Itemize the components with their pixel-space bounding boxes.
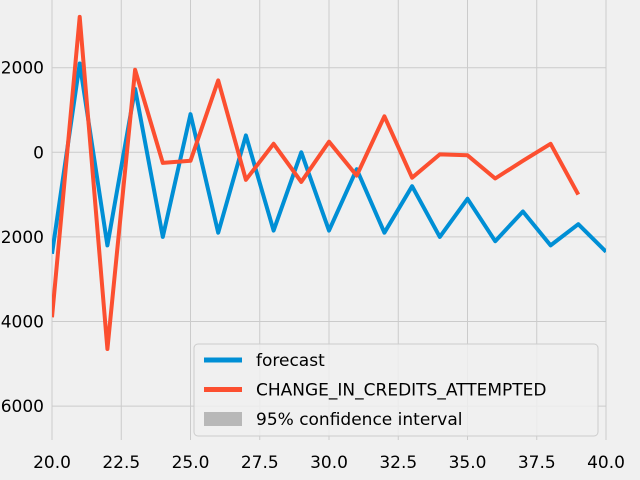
x-tick-label: 20.0: [33, 453, 71, 473]
x-tick-label: 40.0: [587, 453, 625, 473]
data-point: [50, 252, 54, 256]
data-point: [216, 231, 220, 235]
data-point: [244, 133, 248, 137]
data-point: [299, 180, 303, 184]
data-point: [410, 176, 414, 180]
data-point: [216, 78, 220, 82]
y-tick-label: 2000: [1, 228, 44, 248]
data-point: [576, 193, 580, 197]
x-axis-ticks: 20.0 22.5 25.0 27.5 30.0 32.5 35.0 37.5 40.0: [33, 453, 625, 473]
data-point: [382, 114, 386, 118]
data-point: [493, 239, 497, 243]
x-tick-label: 25.0: [172, 453, 210, 473]
data-point: [189, 112, 193, 116]
legend-label: forecast: [256, 351, 325, 371]
data-point: [78, 61, 82, 65]
data-point: [272, 142, 276, 146]
data-point: [549, 243, 553, 247]
legend-box: [193, 343, 599, 437]
data-point: [521, 159, 525, 163]
data-point: [521, 210, 525, 214]
series-line-forecast: [52, 61, 606, 255]
x-tick-label: 22.5: [102, 453, 140, 473]
series-group: [50, 14, 608, 351]
data-point: [133, 68, 137, 72]
y-tick-label: 6000: [1, 397, 44, 417]
data-point: [299, 150, 303, 154]
data-point: [604, 250, 608, 254]
data-point: [438, 152, 442, 156]
data-point: [466, 197, 470, 201]
data-point: [78, 15, 82, 19]
y-tick-label: 2000: [1, 59, 44, 79]
data-point: [327, 140, 331, 144]
legend-label: 95% confidence interval: [256, 410, 462, 430]
data-point: [438, 235, 442, 239]
data-point: [105, 347, 109, 351]
legend-label: CHANGE_IN_CREDITS_ATTEMPTED: [256, 381, 547, 401]
data-point: [466, 153, 470, 157]
data-point: [189, 159, 193, 163]
data-point: [410, 184, 414, 188]
y-tick-label: 4000: [1, 313, 44, 333]
legend-swatch: [204, 412, 242, 426]
legend: forecast CHANGE_IN_CREDITS_ATTEMPTED 95% c…: [193, 343, 599, 437]
data-point: [272, 229, 276, 233]
data-point: [382, 231, 386, 235]
data-point: [576, 222, 580, 226]
data-point: [105, 243, 109, 247]
data-point: [161, 161, 165, 165]
data-point: [244, 178, 248, 182]
data-point: [50, 315, 54, 319]
x-tick-label: 37.5: [518, 453, 556, 473]
x-tick-label: 32.5: [379, 453, 417, 473]
series-line-change-in-credits-attempted: [52, 14, 581, 351]
data-point: [355, 174, 359, 178]
x-tick-label: 35.0: [449, 453, 487, 473]
data-point: [549, 142, 553, 146]
data-point: [161, 235, 165, 239]
y-tick-label: 0: [33, 143, 44, 163]
x-tick-label: 30.0: [310, 453, 348, 473]
data-point: [327, 229, 331, 233]
data-point: [493, 177, 497, 181]
y-axis-ticks: 2000 0 2000 4000 6000: [1, 59, 44, 417]
x-tick-label: 27.5: [241, 453, 279, 473]
